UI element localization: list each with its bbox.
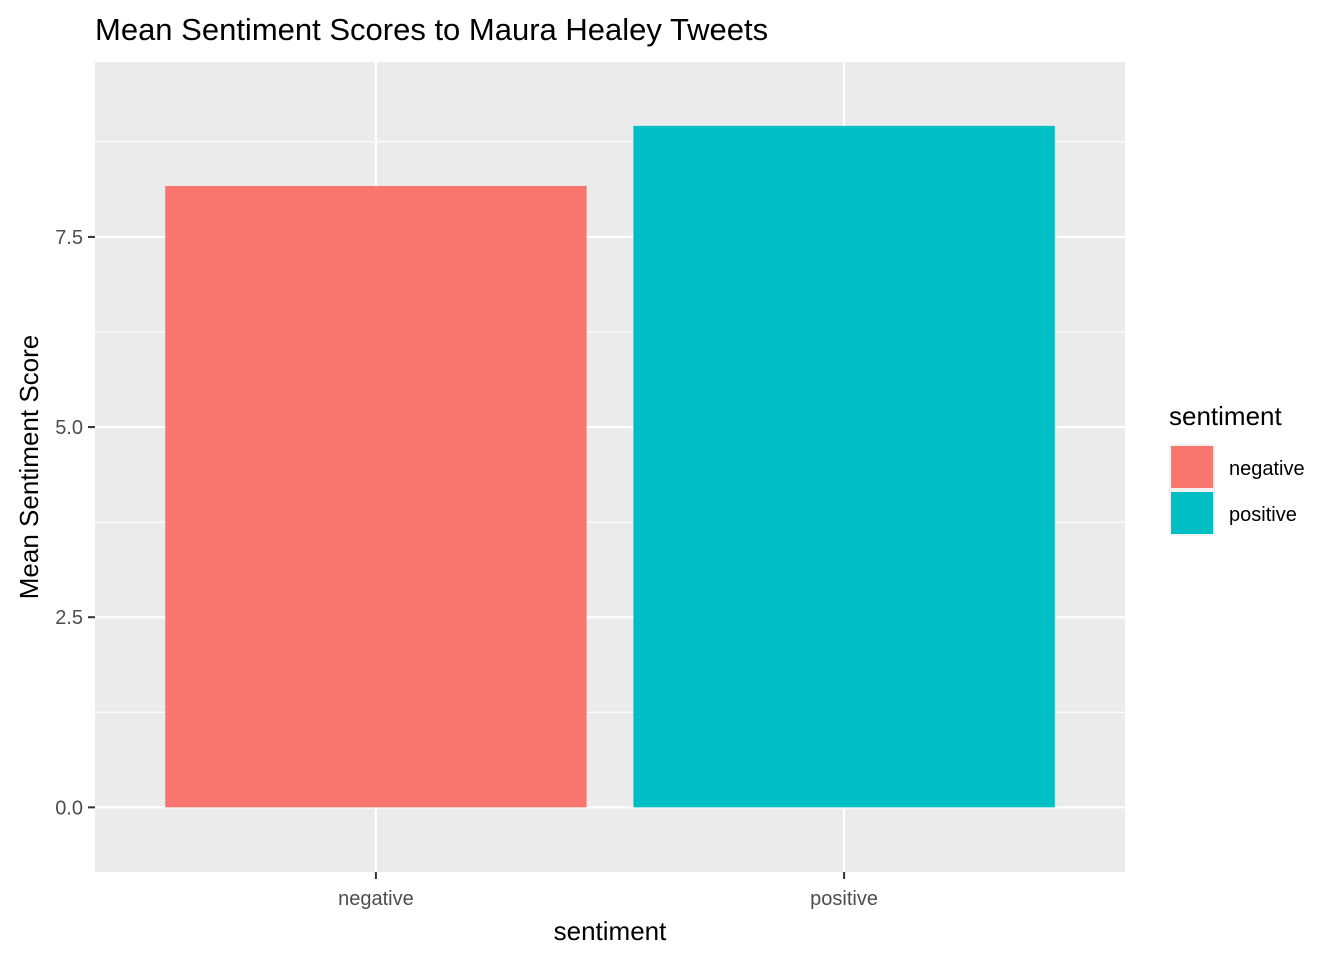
bar-positive bbox=[633, 125, 1055, 808]
bar-negative bbox=[165, 185, 587, 808]
y-axis-title: Mean Sentiment Score bbox=[14, 335, 44, 599]
bars bbox=[165, 125, 1055, 808]
legend-swatch-positive bbox=[1171, 492, 1213, 534]
x-axis: negative positive bbox=[338, 872, 878, 910]
legend-items: negative positive bbox=[1169, 444, 1305, 536]
legend-label: negative bbox=[1229, 458, 1305, 480]
y-tick-label: 5.0 bbox=[55, 417, 83, 439]
chart-title: Mean Sentiment Scores to Maura Healey Tw… bbox=[95, 12, 768, 47]
y-tick-label: 2.5 bbox=[55, 607, 83, 629]
y-axis: 0.0 2.5 5.0 7.5 bbox=[55, 227, 95, 819]
x-tick-label: positive bbox=[810, 888, 878, 910]
legend-title: sentiment bbox=[1169, 401, 1282, 431]
y-tick-label: 7.5 bbox=[55, 227, 83, 249]
legend: sentiment negative positive bbox=[1169, 401, 1305, 536]
y-tick-label: 0.0 bbox=[55, 797, 83, 819]
x-tick-label: negative bbox=[338, 888, 414, 910]
x-axis-title: sentiment bbox=[554, 916, 667, 946]
legend-swatch-negative bbox=[1171, 446, 1213, 488]
legend-label: positive bbox=[1229, 504, 1297, 526]
